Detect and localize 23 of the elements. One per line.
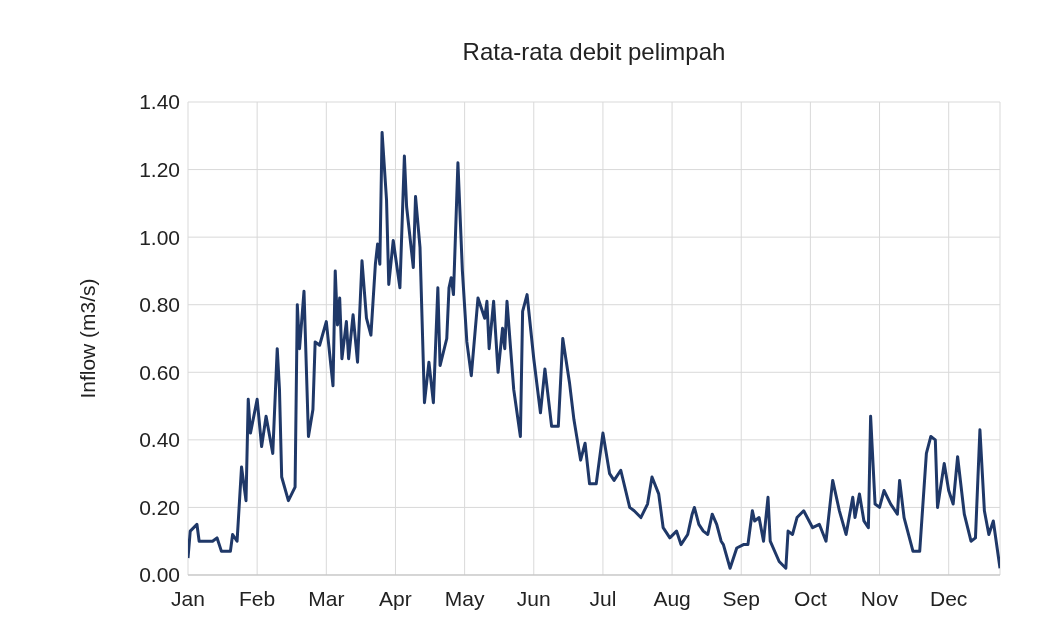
x-tick-label: Oct: [794, 586, 827, 610]
x-tick-label: Aug: [653, 586, 691, 610]
x-tick-label: Sep: [722, 586, 760, 610]
y-tick-label: 0.80: [139, 293, 180, 317]
x-tick-label: Feb: [239, 586, 276, 610]
x-tick-label: Jun: [516, 586, 551, 610]
x-tick-label: Dec: [930, 586, 968, 610]
x-tick-label: Mar: [308, 586, 345, 610]
y-tick-label: 0.00: [139, 563, 180, 587]
x-tick-label: Nov: [860, 586, 899, 610]
y-tick-label: 1.20: [139, 158, 180, 182]
y-tick-label: 0.60: [139, 360, 180, 384]
y-tick-label: 1.40: [139, 90, 180, 114]
y-tick-label: 0.40: [139, 428, 180, 452]
y-tick-label: 0.20: [139, 495, 180, 519]
line-series: [188, 130, 1000, 570]
chart-title: Rata-rata debit pelimpah: [461, 38, 727, 66]
y-axis-title: Inflow (m3/s): [76, 278, 100, 399]
x-tick-label: May: [444, 586, 485, 610]
y-tick-label: 1.00: [139, 225, 180, 249]
x-tick-label: Jul: [589, 586, 617, 610]
x-tick-label: Apr: [379, 586, 412, 610]
x-tick-label: Jan: [171, 586, 205, 610]
